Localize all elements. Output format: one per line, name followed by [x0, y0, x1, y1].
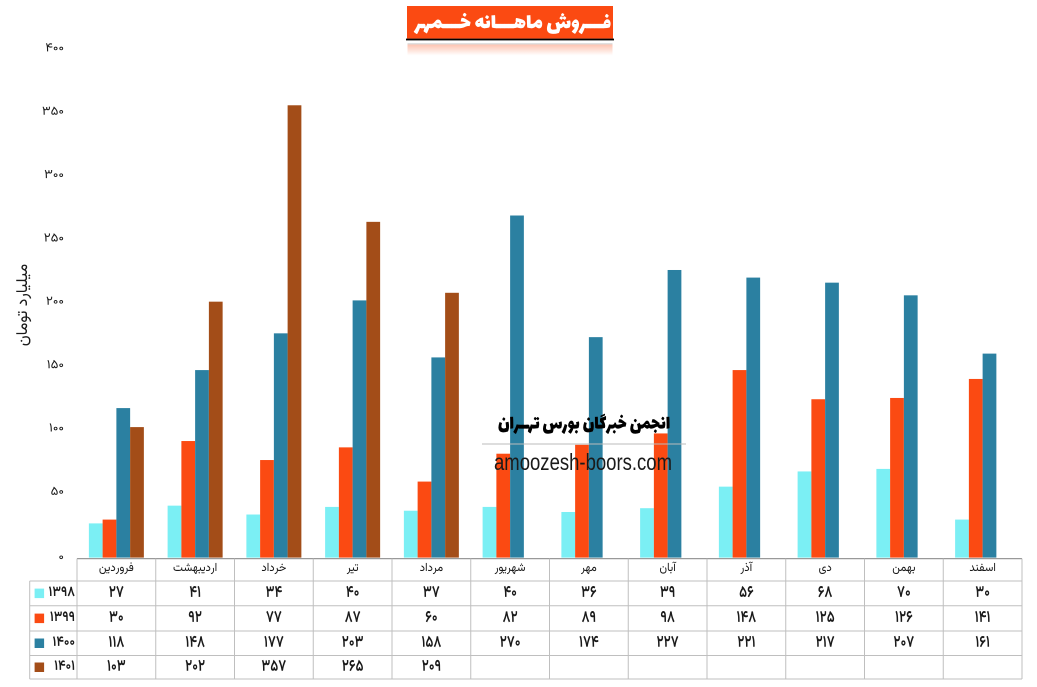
svg-text:amoozesh-boors.com: amoozesh-boors.com — [494, 449, 672, 475]
